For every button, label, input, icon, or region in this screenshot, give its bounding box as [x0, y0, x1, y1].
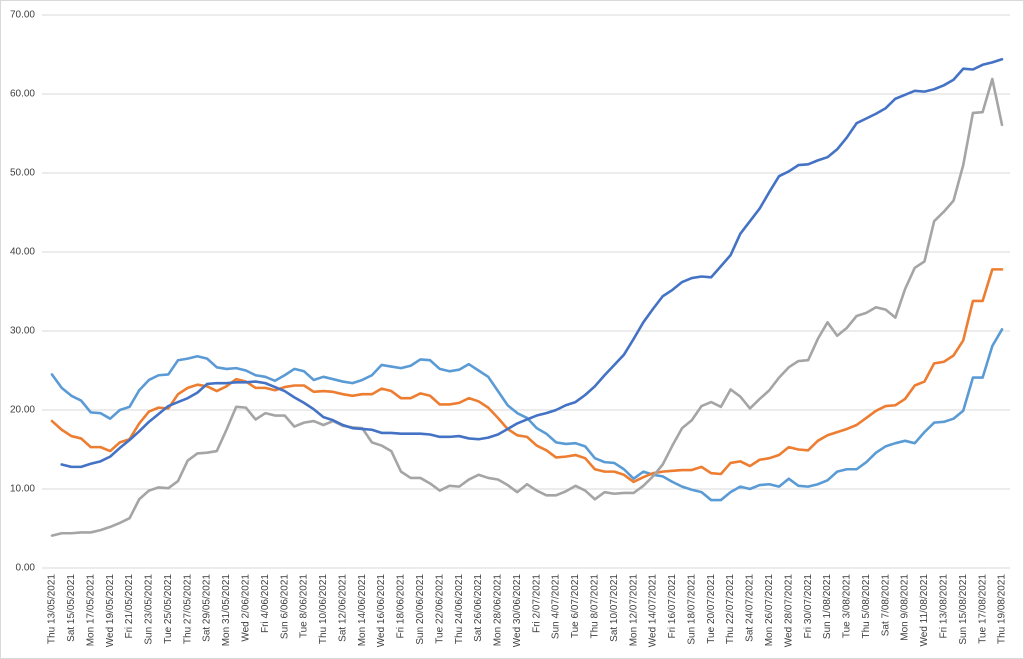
x-tick-label: Tue 20/07/2021: [706, 574, 717, 644]
x-tick-label: Sat 24/07/2021: [745, 574, 756, 642]
series-line: [50, 77, 1004, 537]
x-tick-label: Mon 14/06/2021: [357, 574, 368, 647]
y-tick-label: 70.00: [10, 10, 35, 21]
x-tick-label: Wed 2/06/2021: [241, 574, 252, 642]
x-tick-label: Thu 22/07/2021: [725, 574, 736, 644]
x-tick-label: Wed 28/07/2021: [783, 574, 794, 648]
x-tick-label: Thu 13/05/2021: [47, 574, 58, 644]
y-tick-label: 40.00: [10, 247, 35, 258]
series-line: [60, 57, 1004, 469]
x-tick-label: Sun 4/07/2021: [551, 574, 562, 639]
x-tick-label: Sat 12/06/2021: [337, 574, 348, 642]
y-tick-label: 50.00: [10, 168, 35, 179]
x-tick-label: Wed 19/05/2021: [105, 574, 116, 648]
x-tick-label: Sun 20/06/2021: [415, 574, 426, 645]
x-tick-label: Sat 26/06/2021: [473, 574, 484, 642]
x-tick-label: Sun 1/08/2021: [822, 574, 833, 639]
x-tick-label: Wed 11/08/2021: [919, 574, 930, 647]
x-tick-label: Tue 25/05/2021: [163, 574, 174, 644]
x-tick-label: Thu 5/08/2021: [861, 574, 872, 639]
series-line: [50, 328, 1004, 502]
x-tick-label: Tue 6/07/2021: [570, 574, 581, 639]
x-tick-label: Sun 23/05/2021: [144, 574, 155, 645]
x-tick-label: Fri 4/06/2021: [260, 574, 271, 633]
x-tick-label: Mon 9/08/2021: [900, 574, 911, 641]
x-tick-label: Mon 28/06/2021: [493, 574, 504, 647]
x-tick-label: Thu 24/06/2021: [454, 574, 465, 644]
x-tick-label: Sat 10/07/2021: [609, 574, 620, 642]
x-tick-label: Fri 16/07/2021: [667, 574, 678, 639]
y-tick-label: 60.00: [10, 89, 35, 100]
y-tick-label: 10.00: [10, 484, 35, 495]
x-tick-label: Mon 17/05/2021: [85, 574, 96, 647]
x-tick-label: Thu 19/08/2021: [997, 574, 1008, 644]
y-tick-label: 0.00: [16, 563, 36, 574]
x-tick-label: Fri 18/06/2021: [396, 574, 407, 639]
x-tick-label: Sun 6/06/2021: [279, 574, 290, 639]
x-tick-label: Tue 8/06/2021: [299, 574, 310, 639]
series-line: [50, 268, 1004, 484]
x-tick-label: Thu 10/06/2021: [318, 574, 329, 644]
x-tick-label: Mon 26/07/2021: [764, 574, 775, 647]
x-tick-label: Fri 21/05/2021: [124, 574, 135, 639]
y-tick-label: 30.00: [10, 326, 35, 337]
x-tick-label: Tue 3/08/2021: [842, 574, 853, 639]
x-tick-label: Mon 31/05/2021: [221, 574, 232, 647]
x-tick-label: Sun 18/07/2021: [686, 574, 697, 645]
x-tick-label: Tue 22/06/2021: [434, 574, 445, 644]
x-tick-label: Fri 30/07/2021: [803, 574, 814, 639]
x-tick-label: Wed 16/06/2021: [376, 574, 387, 648]
x-tick-label: Thu 27/05/2021: [182, 574, 193, 644]
x-tick-label: Sat 7/08/2021: [880, 574, 891, 637]
x-tick-label: Wed 30/06/2021: [512, 574, 523, 648]
x-tick-label: Fri 13/08/2021: [938, 574, 949, 639]
x-tick-label: Sat 29/05/2021: [202, 574, 213, 642]
x-tick-label: Thu 8/07/2021: [589, 574, 600, 639]
x-tick-label: Sun 15/08/2021: [958, 574, 969, 645]
x-tick-label: Fri 2/07/2021: [531, 574, 542, 633]
x-tick-label: Mon 12/07/2021: [628, 574, 639, 647]
x-tick-label: Sat 15/05/2021: [66, 574, 77, 642]
x-tick-label: Wed 14/07/2021: [648, 574, 659, 648]
y-tick-label: 20.00: [10, 405, 35, 416]
x-tick-label: Tue 17/08/2021: [977, 574, 988, 644]
